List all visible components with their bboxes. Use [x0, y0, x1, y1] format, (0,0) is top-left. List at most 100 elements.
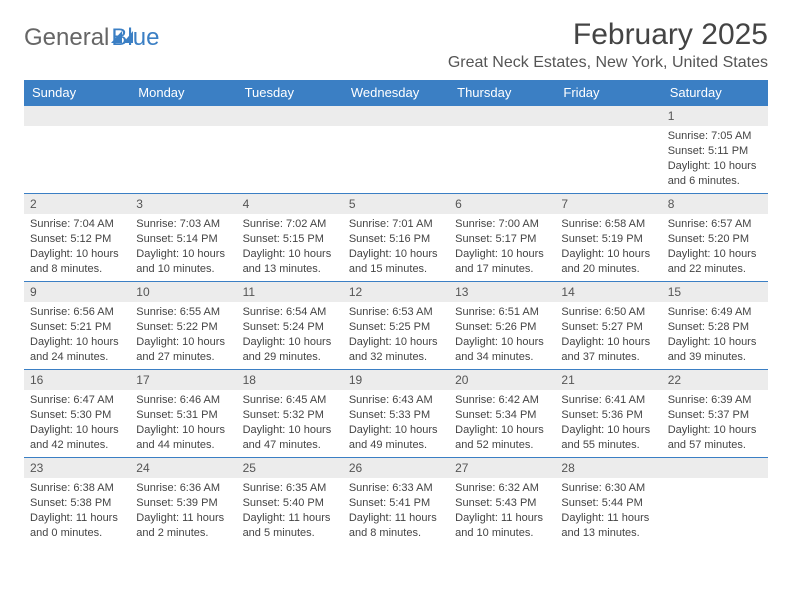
day-number: 17 — [130, 370, 236, 390]
weekday-header: Saturday — [662, 80, 768, 106]
day-number: 18 — [237, 370, 343, 390]
calendar-week-row: 16Sunrise: 6:47 AMSunset: 5:30 PMDayligh… — [24, 370, 768, 458]
day-details: Sunrise: 6:39 AMSunset: 5:37 PMDaylight:… — [662, 390, 768, 456]
calendar-day-cell: 19Sunrise: 6:43 AMSunset: 5:33 PMDayligh… — [343, 370, 449, 458]
brand-part1: General — [24, 24, 109, 52]
day-number: 26 — [343, 458, 449, 478]
day-number: 13 — [449, 282, 555, 302]
day-details: Sunrise: 6:45 AMSunset: 5:32 PMDaylight:… — [237, 390, 343, 456]
calendar-day-cell: 3Sunrise: 7:03 AMSunset: 5:14 PMDaylight… — [130, 194, 236, 282]
day-details: Sunrise: 6:56 AMSunset: 5:21 PMDaylight:… — [24, 302, 130, 368]
day-number-empty — [449, 106, 555, 126]
day-number: 10 — [130, 282, 236, 302]
weekday-header: Wednesday — [343, 80, 449, 106]
day-number: 4 — [237, 194, 343, 214]
calendar-day-cell: 11Sunrise: 6:54 AMSunset: 5:24 PMDayligh… — [237, 282, 343, 370]
day-details: Sunrise: 7:04 AMSunset: 5:12 PMDaylight:… — [24, 214, 130, 280]
calendar-day-cell: 20Sunrise: 6:42 AMSunset: 5:34 PMDayligh… — [449, 370, 555, 458]
calendar-day-cell: 26Sunrise: 6:33 AMSunset: 5:41 PMDayligh… — [343, 458, 449, 546]
brand-part2: Blue — [109, 24, 183, 52]
day-number: 21 — [555, 370, 661, 390]
calendar-day-cell: 15Sunrise: 6:49 AMSunset: 5:28 PMDayligh… — [662, 282, 768, 370]
calendar-empty-cell — [343, 106, 449, 194]
day-number: 19 — [343, 370, 449, 390]
calendar-day-cell: 27Sunrise: 6:32 AMSunset: 5:43 PMDayligh… — [449, 458, 555, 546]
day-number: 24 — [130, 458, 236, 478]
day-details: Sunrise: 6:35 AMSunset: 5:40 PMDaylight:… — [237, 478, 343, 544]
day-number: 3 — [130, 194, 236, 214]
weekday-header: Tuesday — [237, 80, 343, 106]
day-details: Sunrise: 6:47 AMSunset: 5:30 PMDaylight:… — [24, 390, 130, 456]
day-details: Sunrise: 6:58 AMSunset: 5:19 PMDaylight:… — [555, 214, 661, 280]
day-number: 8 — [662, 194, 768, 214]
day-details: Sunrise: 6:36 AMSunset: 5:39 PMDaylight:… — [130, 478, 236, 544]
day-details: Sunrise: 7:05 AMSunset: 5:11 PMDaylight:… — [662, 126, 768, 192]
calendar-day-cell: 16Sunrise: 6:47 AMSunset: 5:30 PMDayligh… — [24, 370, 130, 458]
day-number: 14 — [555, 282, 661, 302]
day-details: Sunrise: 6:30 AMSunset: 5:44 PMDaylight:… — [555, 478, 661, 544]
calendar-empty-cell — [449, 106, 555, 194]
day-details: Sunrise: 7:02 AMSunset: 5:15 PMDaylight:… — [237, 214, 343, 280]
day-number-empty — [343, 106, 449, 126]
day-number: 1 — [662, 106, 768, 126]
day-details: Sunrise: 6:38 AMSunset: 5:38 PMDaylight:… — [24, 478, 130, 544]
calendar-empty-cell — [237, 106, 343, 194]
calendar-empty-cell — [24, 106, 130, 194]
day-details: Sunrise: 6:41 AMSunset: 5:36 PMDaylight:… — [555, 390, 661, 456]
calendar-empty-cell — [662, 458, 768, 546]
weekday-header: Sunday — [24, 80, 130, 106]
day-number: 6 — [449, 194, 555, 214]
day-details: Sunrise: 6:46 AMSunset: 5:31 PMDaylight:… — [130, 390, 236, 456]
day-number: 23 — [24, 458, 130, 478]
calendar-day-cell: 13Sunrise: 6:51 AMSunset: 5:26 PMDayligh… — [449, 282, 555, 370]
day-number: 7 — [555, 194, 661, 214]
calendar-day-cell: 1Sunrise: 7:05 AMSunset: 5:11 PMDaylight… — [662, 106, 768, 194]
calendar-day-cell: 14Sunrise: 6:50 AMSunset: 5:27 PMDayligh… — [555, 282, 661, 370]
day-details: Sunrise: 6:49 AMSunset: 5:28 PMDaylight:… — [662, 302, 768, 368]
day-details: Sunrise: 6:53 AMSunset: 5:25 PMDaylight:… — [343, 302, 449, 368]
day-details: Sunrise: 6:57 AMSunset: 5:20 PMDaylight:… — [662, 214, 768, 280]
calendar-day-cell: 12Sunrise: 6:53 AMSunset: 5:25 PMDayligh… — [343, 282, 449, 370]
day-details: Sunrise: 6:42 AMSunset: 5:34 PMDaylight:… — [449, 390, 555, 456]
day-number: 15 — [662, 282, 768, 302]
calendar-day-cell: 2Sunrise: 7:04 AMSunset: 5:12 PMDaylight… — [24, 194, 130, 282]
day-details: Sunrise: 6:32 AMSunset: 5:43 PMDaylight:… — [449, 478, 555, 544]
day-details: Sunrise: 6:50 AMSunset: 5:27 PMDaylight:… — [555, 302, 661, 368]
day-number: 20 — [449, 370, 555, 390]
calendar-day-cell: 25Sunrise: 6:35 AMSunset: 5:40 PMDayligh… — [237, 458, 343, 546]
calendar-day-cell: 9Sunrise: 6:56 AMSunset: 5:21 PMDaylight… — [24, 282, 130, 370]
day-number: 22 — [662, 370, 768, 390]
day-number-empty — [130, 106, 236, 126]
day-details: Sunrise: 6:33 AMSunset: 5:41 PMDaylight:… — [343, 478, 449, 544]
calendar-day-cell: 22Sunrise: 6:39 AMSunset: 5:37 PMDayligh… — [662, 370, 768, 458]
day-details: Sunrise: 6:51 AMSunset: 5:26 PMDaylight:… — [449, 302, 555, 368]
day-number-empty — [24, 106, 130, 126]
header: General Blue February 2025 Great Neck Es… — [24, 18, 768, 72]
day-number: 2 — [24, 194, 130, 214]
calendar-day-cell: 17Sunrise: 6:46 AMSunset: 5:31 PMDayligh… — [130, 370, 236, 458]
calendar-day-cell: 28Sunrise: 6:30 AMSunset: 5:44 PMDayligh… — [555, 458, 661, 546]
calendar-week-row: 1Sunrise: 7:05 AMSunset: 5:11 PMDaylight… — [24, 106, 768, 194]
day-number-empty — [237, 106, 343, 126]
day-details: Sunrise: 6:54 AMSunset: 5:24 PMDaylight:… — [237, 302, 343, 368]
day-number: 28 — [555, 458, 661, 478]
day-number: 5 — [343, 194, 449, 214]
day-details: Sunrise: 6:43 AMSunset: 5:33 PMDaylight:… — [343, 390, 449, 456]
calendar-empty-cell — [555, 106, 661, 194]
calendar-table: SundayMondayTuesdayWednesdayThursdayFrid… — [24, 80, 768, 546]
day-number: 12 — [343, 282, 449, 302]
month-title: February 2025 — [448, 18, 768, 52]
day-number-empty — [555, 106, 661, 126]
weekday-row: SundayMondayTuesdayWednesdayThursdayFrid… — [24, 80, 768, 106]
calendar-body: 1Sunrise: 7:05 AMSunset: 5:11 PMDaylight… — [24, 106, 768, 546]
calendar-day-cell: 18Sunrise: 6:45 AMSunset: 5:32 PMDayligh… — [237, 370, 343, 458]
weekday-header: Monday — [130, 80, 236, 106]
day-number: 25 — [237, 458, 343, 478]
weekday-header: Friday — [555, 80, 661, 106]
calendar-day-cell: 24Sunrise: 6:36 AMSunset: 5:39 PMDayligh… — [130, 458, 236, 546]
calendar-day-cell: 8Sunrise: 6:57 AMSunset: 5:20 PMDaylight… — [662, 194, 768, 282]
calendar-day-cell: 10Sunrise: 6:55 AMSunset: 5:22 PMDayligh… — [130, 282, 236, 370]
day-number: 11 — [237, 282, 343, 302]
calendar-day-cell: 4Sunrise: 7:02 AMSunset: 5:15 PMDaylight… — [237, 194, 343, 282]
brand-logo: General Blue — [24, 24, 183, 52]
